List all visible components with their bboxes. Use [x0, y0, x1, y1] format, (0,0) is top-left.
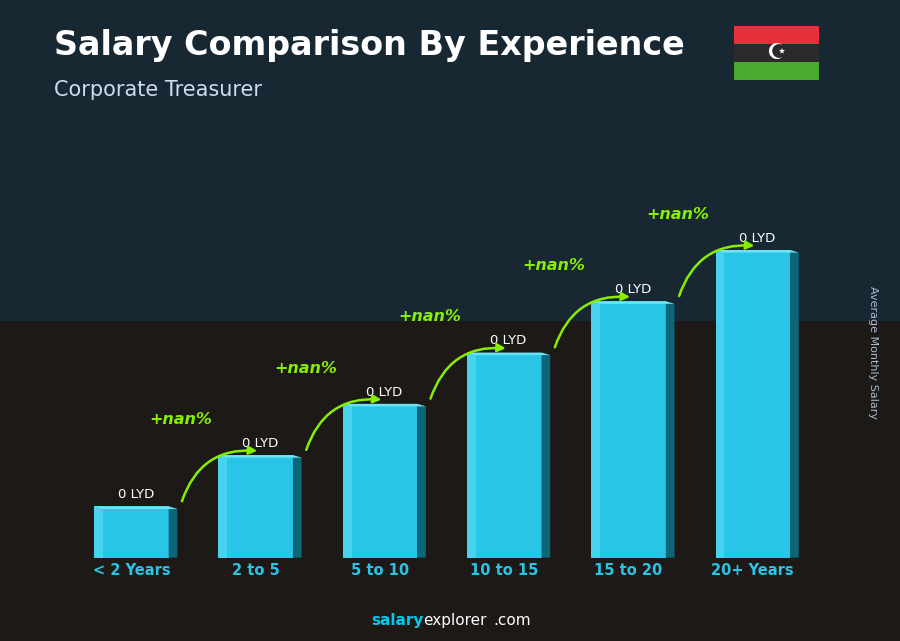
Text: +nan%: +nan%	[149, 412, 212, 427]
Bar	[343, 404, 352, 558]
Bar	[94, 506, 168, 558]
Bar	[734, 44, 819, 62]
Bar	[591, 301, 600, 558]
Bar	[0, 320, 900, 641]
Polygon shape	[790, 250, 799, 558]
Text: 0 LYD: 0 LYD	[118, 488, 154, 501]
Bar	[219, 455, 292, 558]
Polygon shape	[94, 506, 177, 509]
Text: 0 LYD: 0 LYD	[615, 283, 651, 296]
Polygon shape	[418, 404, 426, 558]
Polygon shape	[219, 455, 302, 458]
Text: salary: salary	[372, 613, 424, 628]
Text: Average Monthly Salary: Average Monthly Salary	[868, 286, 878, 419]
Text: 0 LYD: 0 LYD	[491, 335, 526, 347]
Text: .com: .com	[493, 613, 531, 628]
Text: 0 LYD: 0 LYD	[739, 232, 775, 245]
Text: Salary Comparison By Experience: Salary Comparison By Experience	[54, 29, 685, 62]
Bar	[467, 353, 542, 558]
Bar	[716, 250, 724, 558]
Text: 0 LYD: 0 LYD	[366, 386, 402, 399]
Polygon shape	[716, 250, 799, 253]
Text: explorer: explorer	[423, 613, 487, 628]
Polygon shape	[542, 353, 550, 558]
Polygon shape	[292, 455, 302, 558]
Bar	[467, 353, 476, 558]
Polygon shape	[168, 506, 177, 558]
Polygon shape	[343, 404, 426, 406]
Polygon shape	[467, 353, 550, 355]
Polygon shape	[591, 301, 674, 304]
Bar	[716, 250, 790, 558]
Text: 0 LYD: 0 LYD	[242, 437, 278, 450]
Bar	[734, 26, 819, 44]
Bar	[219, 455, 228, 558]
Bar	[94, 506, 103, 558]
Bar	[734, 62, 819, 80]
Bar	[343, 404, 418, 558]
Text: +nan%: +nan%	[647, 207, 710, 222]
Text: +nan%: +nan%	[398, 310, 461, 324]
Polygon shape	[666, 301, 674, 558]
Text: ☪: ☪	[766, 43, 787, 63]
Bar	[591, 301, 666, 558]
Text: +nan%: +nan%	[523, 258, 585, 273]
Bar	[0, 0, 900, 320]
Text: +nan%: +nan%	[274, 361, 337, 376]
Text: Corporate Treasurer: Corporate Treasurer	[54, 80, 262, 100]
